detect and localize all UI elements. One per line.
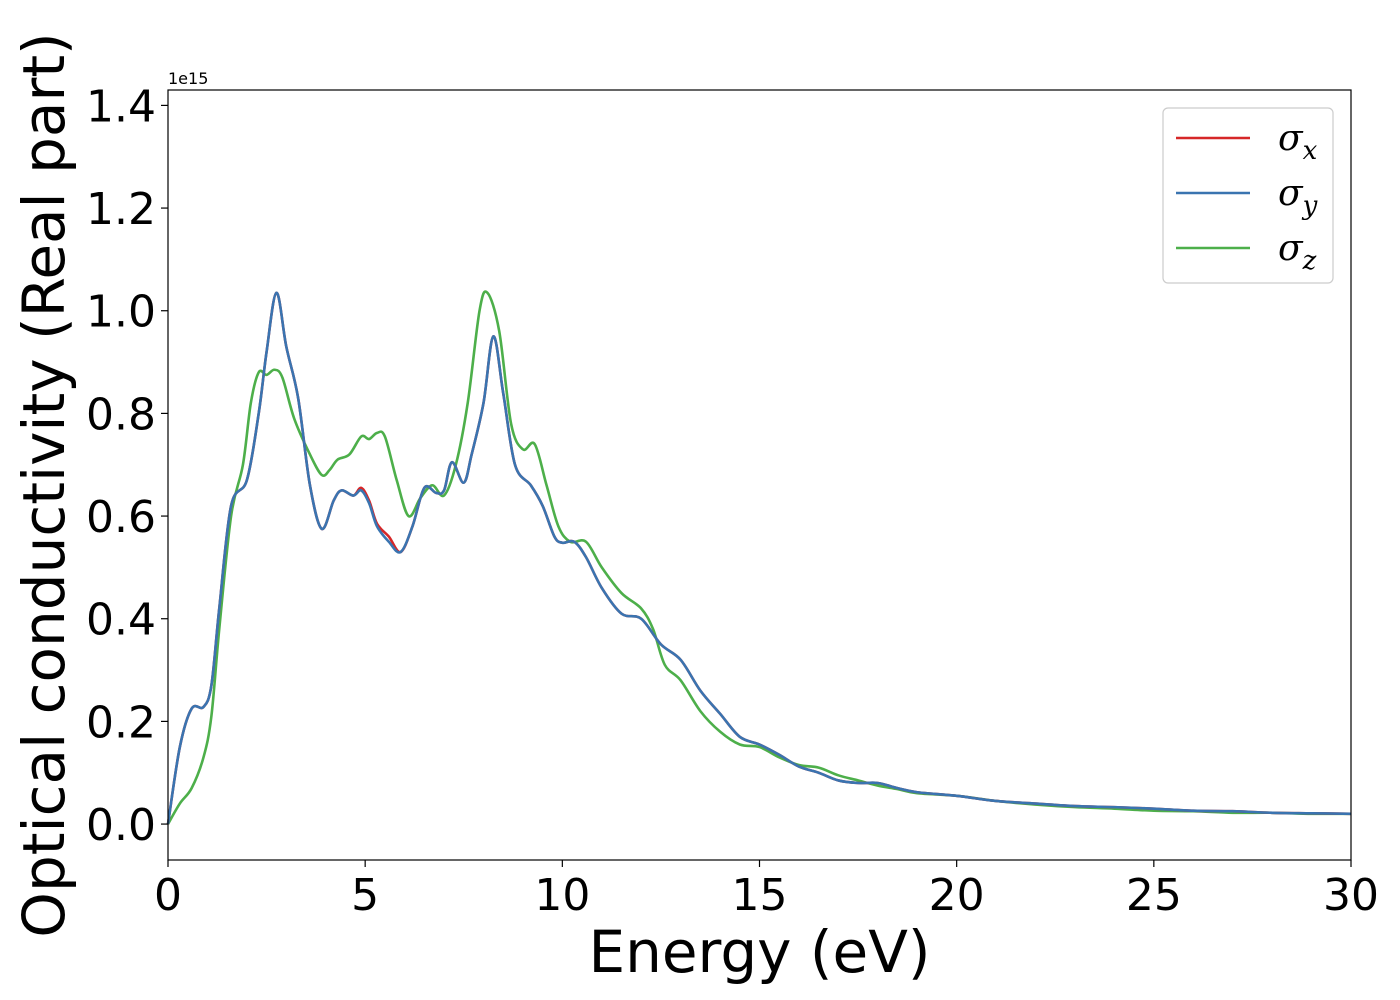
y-axis-title: Optical conductivity (Real part): [10, 32, 78, 937]
y-tick-label: 0.8: [86, 389, 156, 440]
y-tick-label: 1.2: [86, 184, 156, 235]
legend-symbol: σ: [1278, 228, 1304, 269]
legend-symbol: σ: [1278, 173, 1304, 214]
x-tick-label: 20: [929, 870, 985, 921]
legend-subscript: y: [1302, 191, 1318, 221]
y-tick-label: 0.2: [86, 697, 156, 748]
y-tick-label: 1.0: [86, 287, 156, 338]
x-axis-title: Energy (eV): [588, 918, 930, 986]
legend-label-y: σy: [1278, 173, 1318, 221]
legend-subscript: x: [1303, 136, 1318, 166]
y-tick-label: 0.4: [86, 595, 156, 646]
legend-symbol: σ: [1278, 118, 1304, 159]
x-tick-label: 30: [1323, 870, 1379, 921]
y-offset-text: 1e15: [168, 69, 208, 88]
legend-box: [1162, 107, 1334, 284]
x-tick-label: 15: [732, 870, 788, 921]
legend-label-z: σz: [1278, 228, 1317, 276]
legend-label-x: σx: [1278, 118, 1318, 166]
series-layer: [166, 290, 1352, 825]
x-tick-label: 10: [534, 870, 590, 921]
x-tick-label: 5: [351, 870, 379, 921]
legend-subscript: z: [1302, 246, 1317, 276]
y-tick-label: 0.0: [86, 800, 156, 851]
y-tick-label: 1.4: [86, 81, 156, 132]
y-tick-label: 0.6: [86, 492, 156, 543]
series-line-y: [166, 291, 1352, 825]
x-tick-label: 0: [154, 870, 182, 921]
x-tick-label: 25: [1126, 870, 1182, 921]
ticks-layer: 0 5 10 15 20 25 30 0.0 0.2 0.4 0.6 0.8 1.0 1.2 1.4: [86, 81, 1379, 921]
